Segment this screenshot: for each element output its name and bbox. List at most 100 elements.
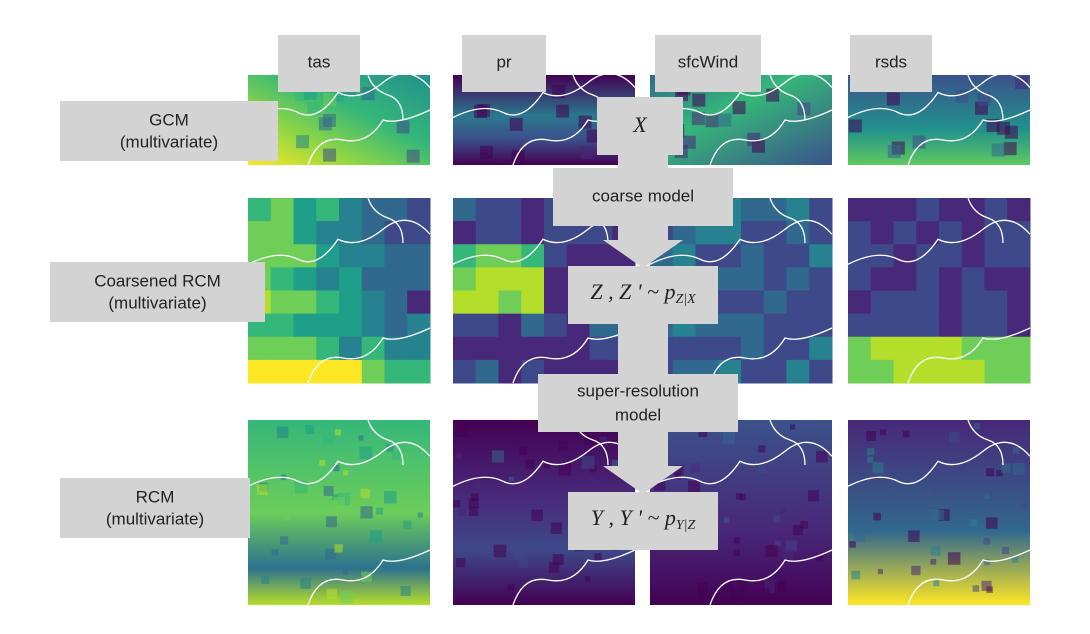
map-texture (392, 451, 401, 460)
map-texture (758, 464, 767, 474)
map-cell (916, 313, 940, 338)
map-texture (548, 562, 560, 573)
map-texture (581, 455, 595, 469)
map-texture (558, 462, 572, 476)
map-texture (476, 104, 490, 118)
map-cell (453, 336, 477, 361)
map-cell (809, 313, 833, 338)
map-texture (334, 429, 342, 436)
coastline (247, 73, 431, 166)
map-cell (809, 221, 833, 245)
coastline (247, 419, 431, 606)
map-cell (361, 221, 385, 245)
map-cell (961, 221, 985, 245)
map-cell (741, 359, 765, 384)
map-cell (475, 267, 499, 291)
map-texture (792, 525, 803, 536)
map-cell (786, 290, 810, 315)
map-texture (369, 530, 383, 543)
map-cell (544, 221, 568, 245)
map-cell (498, 198, 522, 222)
map-texture (514, 549, 525, 560)
map-texture (592, 480, 600, 488)
map-texture (691, 112, 705, 126)
map-cell (248, 336, 272, 361)
map-texture (723, 517, 729, 523)
map-cell (786, 198, 810, 222)
map-cell (961, 244, 985, 268)
map-texture (1011, 556, 1019, 563)
map-cell (984, 244, 1008, 268)
map-texture (996, 469, 1003, 477)
arrow-shaft (618, 322, 668, 377)
coarse-model: coarse model (592, 186, 694, 205)
map-texture (774, 580, 787, 594)
flow-box (568, 492, 718, 550)
map-texture (359, 446, 373, 460)
map-cell (893, 198, 917, 222)
map-texture (1020, 503, 1028, 511)
map-texture (674, 473, 681, 480)
map-texture (690, 463, 700, 473)
labels: tas pr sfcWind rsds GCM (multivariate) Coarsen… (50, 35, 932, 550)
map-texture (786, 540, 798, 552)
map-texture (930, 545, 941, 556)
map-cell (870, 359, 894, 384)
map-texture (509, 117, 523, 131)
map-cell (916, 198, 940, 222)
map-cell (270, 313, 294, 338)
map-texture (519, 559, 528, 569)
column-header-box (462, 35, 546, 92)
map-cell (809, 244, 833, 268)
map-texture (991, 143, 1005, 157)
map-texture (816, 450, 828, 463)
map-texture (911, 565, 921, 576)
map-cell (544, 336, 568, 361)
map-texture (470, 493, 479, 501)
coastline (847, 73, 1031, 166)
map-texture (594, 553, 602, 561)
map-texture (981, 580, 992, 591)
map-cell (498, 313, 522, 338)
z-formula: Z , Z ' ~ pZ|X (590, 279, 696, 307)
map-cell (384, 313, 408, 338)
map-cell (961, 359, 985, 384)
map-texture (469, 507, 478, 516)
map-cell (339, 313, 363, 338)
column-header: pr (496, 52, 511, 71)
map-texture (972, 585, 980, 592)
map-cell (521, 267, 545, 291)
map-texture (698, 428, 708, 438)
map-cell (453, 313, 477, 338)
map-cell (544, 267, 568, 291)
map-cell (339, 267, 363, 291)
map-texture (403, 520, 412, 529)
map-texture (986, 517, 998, 529)
map-cell (893, 359, 917, 384)
map-texture (323, 433, 335, 445)
map-texture (417, 512, 423, 518)
map-texture (458, 508, 466, 516)
map-cell (984, 359, 1008, 384)
map-texture (1004, 125, 1018, 139)
column-header-box (850, 35, 932, 92)
coastline (649, 73, 833, 166)
map-texture (333, 497, 346, 509)
map-texture (758, 445, 766, 453)
map-cell (939, 336, 963, 361)
map-texture (453, 500, 461, 508)
map-texture (585, 576, 591, 582)
map-texture (383, 491, 397, 504)
map-texture (854, 531, 866, 543)
map-cell (741, 198, 765, 222)
map-texture (599, 436, 608, 445)
map-texture (532, 572, 542, 582)
map-texture (886, 92, 900, 106)
map-texture (762, 587, 770, 595)
map-texture (556, 104, 570, 118)
map-cell (361, 198, 385, 222)
map-cell (939, 221, 963, 245)
map-texture (340, 590, 353, 604)
map-cell (809, 336, 833, 361)
map-texture (455, 424, 469, 438)
